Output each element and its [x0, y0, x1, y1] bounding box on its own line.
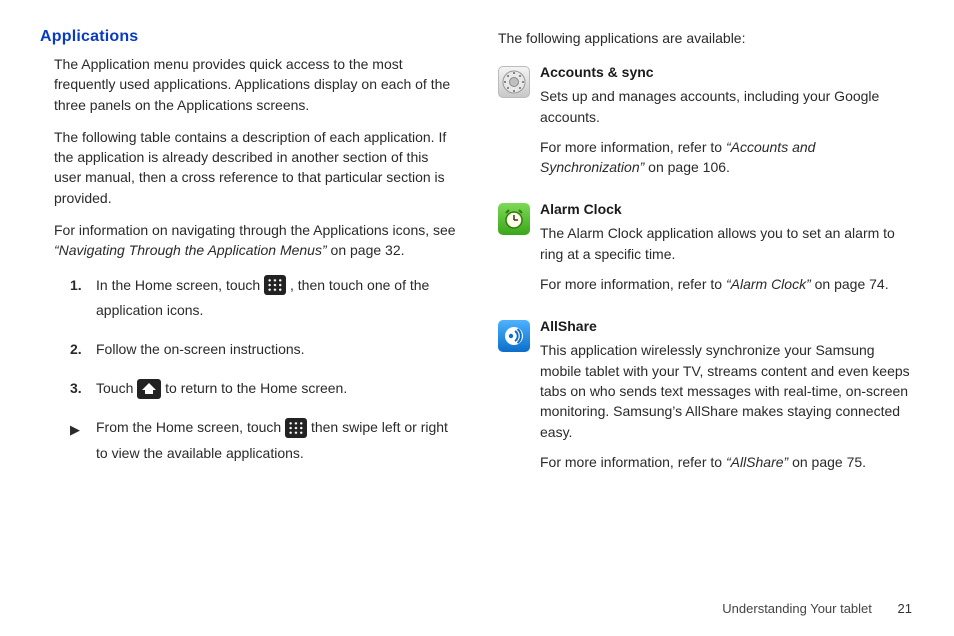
app-reference: For more information, refer to “Accounts… [540, 137, 914, 178]
accounts-sync-icon [498, 66, 530, 98]
step-3: 3. Touch to return to the Home screen. [70, 376, 456, 401]
app-description: The Alarm Clock application allows you t… [540, 223, 914, 264]
step-2: 2. Follow the on-screen instructions. [70, 337, 456, 362]
apps-grid-icon [285, 418, 307, 438]
app-reference: For more information, refer to “AllShare… [540, 452, 914, 472]
app-description: Sets up and manages accounts, including … [540, 86, 914, 127]
app-entry-accounts-sync: Accounts & sync Sets up and manages acco… [498, 64, 914, 187]
p3-text-b: on page 32. [327, 242, 405, 258]
intro-paragraph-2: The following table contains a descripti… [40, 127, 456, 208]
step-text: Follow the on-screen instructions. [96, 341, 305, 357]
app-body: Accounts & sync Sets up and manages acco… [540, 64, 914, 187]
step-4: ▶ From the Home screen, touch then swipe… [70, 415, 456, 465]
app-entry-alarm-clock: Alarm Clock The Alarm Clock application … [498, 201, 914, 304]
ref-text-b: on page 74. [811, 276, 889, 292]
app-description: This application wirelessly synchronize … [540, 340, 914, 441]
step-text-b: to return to the Home screen. [165, 380, 347, 396]
apps-intro: The following applications are available… [498, 28, 914, 48]
app-title: Accounts & sync [540, 64, 914, 80]
app-body: AllShare This application wirelessly syn… [540, 318, 914, 482]
section-heading: Applications [40, 28, 456, 46]
ref-text-a: For more information, refer to [540, 276, 726, 292]
allshare-icon [498, 320, 530, 352]
alarm-clock-icon [498, 203, 530, 235]
step-text-a: From the Home screen, touch [96, 419, 285, 435]
step-1: 1. In the Home screen, touch , then touc… [70, 273, 456, 323]
ref-text-a: For more information, refer to [540, 454, 726, 470]
apps-grid-icon [264, 275, 286, 295]
page-content: Applications The Application menu provid… [0, 0, 954, 496]
steps-list: 1. In the Home screen, touch , then touc… [40, 273, 456, 466]
intro-paragraph-1: The Application menu provides quick acce… [40, 54, 456, 115]
right-column: The following applications are available… [498, 28, 914, 496]
page-footer: Understanding Your tablet 21 [722, 601, 912, 616]
ref-text-b: on page 106. [644, 159, 730, 175]
intro-paragraph-3: For information on navigating through th… [40, 220, 456, 261]
app-title: Alarm Clock [540, 201, 914, 217]
p3-text-a: For information on navigating through th… [54, 222, 456, 238]
app-title: AllShare [540, 318, 914, 334]
left-column: Applications The Application menu provid… [40, 28, 456, 496]
app-reference: For more information, refer to “Alarm Cl… [540, 274, 914, 294]
step-text-a: Touch [96, 380, 137, 396]
ref-text-b: on page 75. [788, 454, 866, 470]
ref-link: “AllShare” [726, 454, 788, 470]
p3-reference: “Navigating Through the Application Menu… [54, 242, 327, 258]
page-number: 21 [898, 601, 912, 616]
app-entry-allshare: AllShare This application wirelessly syn… [498, 318, 914, 482]
footer-section: Understanding Your tablet [722, 601, 872, 616]
step-number: 3. [70, 376, 82, 401]
ref-link: “Alarm Clock” [726, 276, 811, 292]
step-number: 1. [70, 273, 82, 298]
bullet-arrow-icon: ▶ [70, 418, 80, 441]
step-text-a: In the Home screen, touch [96, 277, 264, 293]
ref-text-a: For more information, refer to [540, 139, 726, 155]
home-icon [137, 379, 161, 399]
step-number: 2. [70, 337, 82, 362]
app-body: Alarm Clock The Alarm Clock application … [540, 201, 914, 304]
